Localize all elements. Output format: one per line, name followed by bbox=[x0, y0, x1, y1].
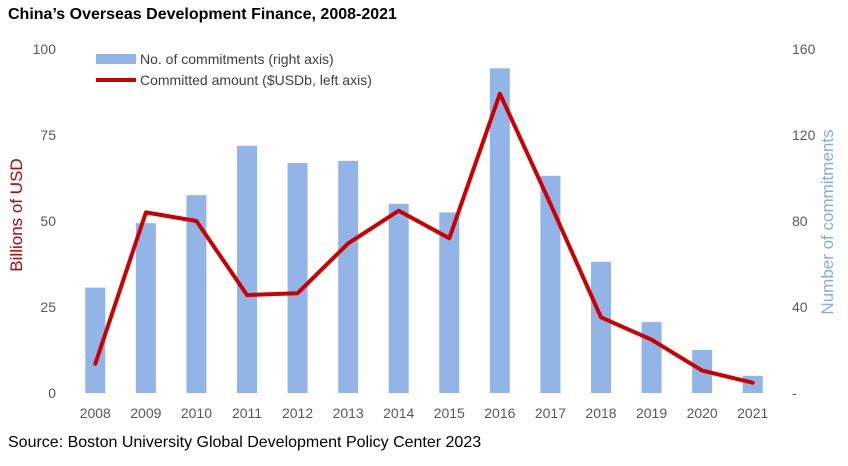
x-tick-2018: 2018 bbox=[585, 405, 616, 421]
legend-bar-label: No. of commitments (right axis) bbox=[140, 51, 334, 67]
x-tick-2013: 2013 bbox=[333, 405, 364, 421]
left-tick-0: 0 bbox=[48, 385, 56, 401]
right-tick-40: 40 bbox=[792, 299, 808, 315]
bar-2010 bbox=[186, 195, 207, 393]
bar-2019 bbox=[641, 322, 662, 393]
chart-title: China’s Overseas Development Finance, 20… bbox=[8, 6, 397, 23]
legend-line-label: Committed amount ($USDb, left axis) bbox=[140, 72, 372, 88]
bar-series bbox=[85, 68, 763, 393]
right-axis-title: Number of commitments bbox=[818, 129, 837, 314]
bar-2012 bbox=[287, 162, 308, 393]
x-tick-2009: 2009 bbox=[130, 405, 161, 421]
left-tick-25: 25 bbox=[40, 299, 56, 315]
x-tick-2020: 2020 bbox=[687, 405, 718, 421]
bar-2014 bbox=[388, 203, 409, 393]
left-axis-title: Billions of USD bbox=[7, 158, 26, 271]
x-tick-2012: 2012 bbox=[282, 405, 313, 421]
x-tick-2017: 2017 bbox=[535, 405, 566, 421]
bar-2011 bbox=[237, 145, 257, 393]
x-tick-2019: 2019 bbox=[636, 405, 667, 421]
bar-2018 bbox=[591, 261, 611, 393]
source-note: Source: Boston University Global Develop… bbox=[8, 434, 482, 451]
bar-2009 bbox=[135, 223, 156, 393]
legend-bar-swatch bbox=[96, 54, 136, 64]
x-tick-2010: 2010 bbox=[181, 405, 212, 421]
right-tick-120: 120 bbox=[792, 127, 816, 143]
bar-2016 bbox=[489, 68, 510, 393]
x-tick-2011: 2011 bbox=[232, 405, 262, 421]
left-tick-50: 50 bbox=[40, 213, 56, 229]
right-tick-zero: - bbox=[792, 385, 797, 401]
x-tick-2014: 2014 bbox=[383, 405, 414, 421]
right-tick-160: 160 bbox=[792, 41, 816, 57]
left-tick-100: 100 bbox=[33, 41, 57, 57]
bar-2017 bbox=[540, 175, 561, 393]
amount-line bbox=[93, 91, 755, 385]
right-tick-80: 80 bbox=[792, 213, 808, 229]
left-tick-75: 75 bbox=[40, 127, 56, 143]
right-axis-ticks: - 40 80 120 160 bbox=[792, 41, 816, 401]
bar-2013 bbox=[338, 160, 359, 393]
bar-2008 bbox=[85, 287, 106, 393]
x-tick-2015: 2015 bbox=[434, 405, 465, 421]
bar-2015 bbox=[439, 212, 460, 393]
x-tick-2008: 2008 bbox=[80, 405, 111, 421]
x-tick-2021: 2021 bbox=[737, 405, 768, 421]
left-axis-ticks: 0 25 50 75 100 bbox=[33, 41, 57, 401]
legend: No. of commitments (right axis) Committe… bbox=[96, 51, 372, 88]
x-axis-ticks: 2008 2009 2010 2011 2012 2013 2014 2015 2016 2017… bbox=[80, 405, 769, 421]
x-tick-2016: 2016 bbox=[484, 405, 515, 421]
